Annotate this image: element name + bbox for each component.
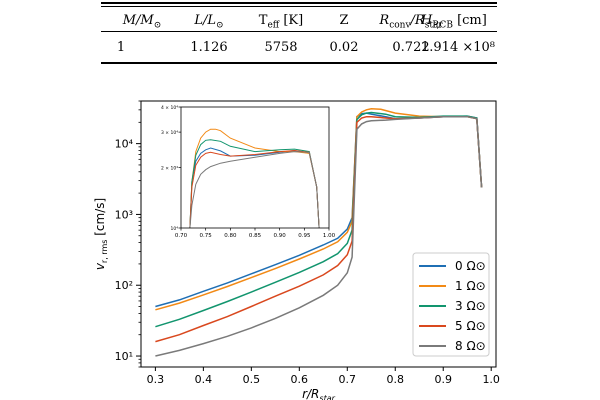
table-top-rule-2: [101, 6, 497, 7]
inset-series-line: [189, 151, 320, 228]
inset-x-tick-label: 0.95: [298, 233, 311, 239]
y-tick-label: 10¹: [115, 350, 133, 363]
inset-x-tick-label: 0.90: [274, 233, 287, 239]
inset-x-tick-label: 0.80: [224, 233, 237, 239]
y-tick-label: 10³: [115, 208, 133, 221]
header-metallicity: Z: [339, 13, 349, 28]
header-luminosity: L/L⊙: [194, 13, 224, 31]
chart-legend: 0 Ω⊙ 1 Ω⊙ 3 Ω⊙ 5 Ω⊙ 8 Ω⊙: [412, 252, 490, 357]
header-pressure-scale-height: HP,CB [cm]: [421, 13, 487, 31]
inset-y-tick-label: 3 × 10⁴: [161, 130, 178, 136]
inset-y-tick-label: 4 × 10⁴: [161, 105, 178, 111]
header-teff: Teff [K]: [258, 13, 304, 31]
legend-label: 8 Ω⊙: [455, 339, 486, 353]
x-axis-label-main: r/R: [302, 387, 319, 400]
inset-axis-ticks: 0.70 0.75 0.80 0.85 0.90 0.95 1.00 10⁴ 2 × 10⁴ 3 …: [161, 105, 336, 239]
x-tick-label: 0.6: [291, 373, 309, 386]
y-tick-label: 10²: [115, 279, 133, 292]
inset-x-tick-label: 0.75: [200, 233, 213, 239]
x-axis-label-sub: star: [319, 394, 335, 400]
main-axis-ticks: 0.3 0.4 0.5 0.6 0.7 0.8 0.9 1.0 10¹ 10² 10³ 10⁴: [115, 100, 500, 386]
header-mass: M/M⊙: [122, 13, 162, 31]
inset-y-tick-label: 10⁴: [170, 226, 178, 232]
x-tick-label: 0.9: [434, 373, 452, 386]
inset-x-tick-label: 0.85: [249, 233, 262, 239]
cell-teff: 5758: [264, 40, 298, 55]
legend-label: 0 Ω⊙: [455, 259, 486, 273]
main-plot-lines: [155, 108, 483, 357]
cell-luminosity: 1.126: [190, 40, 228, 55]
inset-plot-lines: [189, 128, 320, 228]
x-tick-label: 0.4: [195, 373, 213, 386]
inset-series-line: [189, 128, 320, 228]
inset-series-line: [189, 139, 320, 228]
cell-metallicity: 0.02: [329, 40, 359, 55]
inset-y-tick-label: 2 × 10⁴: [161, 166, 178, 172]
inset-x-tick-label: 1.00: [323, 233, 336, 239]
series-line: [155, 115, 483, 357]
table-mid-rule: [101, 31, 497, 32]
cell-mass: 1: [116, 40, 126, 55]
legend-box: [412, 252, 490, 357]
cell-rconv: 0.722: [392, 40, 430, 55]
y-axis-label: vr, rms [cm/s]: [93, 198, 109, 270]
main-plot-frame: [140, 100, 497, 368]
header-rconv: Rconv/Rstar: [379, 13, 443, 31]
legend-label: 3 Ω⊙: [455, 299, 486, 313]
x-axis-label: r/Rstar: [302, 387, 336, 400]
x-tick-label: 0.7: [339, 373, 357, 386]
inset-x-tick-label: 0.70: [175, 233, 188, 239]
y-tick-label: 10⁴: [115, 138, 134, 151]
x-tick-label: 0.8: [387, 373, 405, 386]
x-tick-label: 0.3: [147, 373, 165, 386]
table-bottom-rule: [101, 62, 497, 64]
x-tick-label: 1.0: [482, 373, 500, 386]
table-top-rule: [101, 2, 497, 4]
legend-label: 5 Ω⊙: [455, 319, 486, 333]
legend-label: 1 Ω⊙: [455, 279, 486, 293]
x-tick-label: 0.5: [243, 373, 261, 386]
cell-pressure-scale-height: 1.914 ×10⁸: [421, 40, 495, 55]
